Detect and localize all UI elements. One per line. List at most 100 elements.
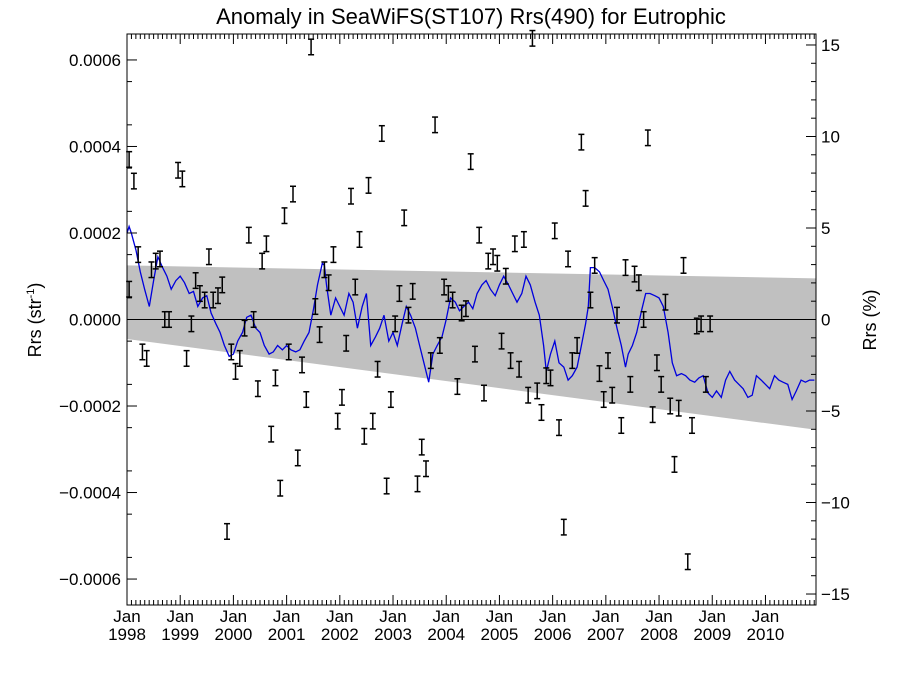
data-point — [166, 310, 173, 329]
data-point — [232, 362, 239, 380]
axes-layer: 0.0006 0.0004 0.0002 0.0000 −0.0002 −0.0004 −0… — [59, 34, 850, 644]
y-right-tick-label: 10 — [821, 127, 840, 146]
y-right-tick-label: 5 — [821, 219, 830, 238]
data-point — [210, 291, 217, 309]
y-left-tick-label: 0.0004 — [69, 137, 121, 156]
x-tick-month-label: Jan — [220, 607, 247, 626]
data-point — [294, 449, 301, 467]
data-point — [458, 304, 465, 322]
data-point — [245, 226, 252, 244]
y-axis-left-label-sup: -1 — [25, 289, 37, 299]
data-point — [214, 287, 221, 305]
data-point — [653, 354, 660, 372]
data-point — [365, 176, 372, 194]
data-point — [179, 170, 186, 188]
data-point — [338, 388, 345, 406]
y-right-tick-label: −5 — [821, 402, 840, 421]
data-point — [675, 399, 682, 417]
data-point — [494, 254, 501, 272]
data-point — [263, 235, 270, 253]
data-point — [383, 477, 390, 495]
data-point — [228, 343, 235, 361]
data-point — [325, 274, 332, 292]
data-point — [347, 187, 354, 205]
data-point — [409, 282, 416, 300]
trend-line — [126, 224, 815, 402]
data-point — [596, 365, 603, 383]
y-left-tick-label: 0.0006 — [69, 51, 121, 70]
data-point — [268, 425, 275, 443]
data-point — [414, 475, 421, 493]
data-point — [640, 310, 647, 329]
data-point — [423, 460, 430, 478]
data-point — [250, 310, 257, 329]
data-point — [467, 153, 474, 171]
data-point — [667, 397, 674, 415]
data-point — [299, 356, 306, 374]
data-point — [587, 291, 594, 309]
data-point — [352, 278, 359, 296]
y-right-tick-label: −10 — [821, 494, 850, 513]
data-point — [684, 553, 691, 571]
y-left-tick-label: −0.0002 — [59, 397, 121, 416]
data-point — [188, 315, 195, 333]
data-point — [427, 352, 434, 370]
x-tick-year-label: 2001 — [268, 625, 306, 644]
data-point — [418, 438, 425, 456]
data-point — [644, 129, 651, 147]
data-point — [604, 352, 611, 370]
data-point — [143, 349, 150, 367]
data-point — [139, 343, 146, 361]
data-point — [361, 427, 368, 445]
data-point — [693, 317, 700, 335]
data-point — [445, 285, 452, 303]
y-axis-left-label-main: Rrs (str — [25, 298, 45, 357]
data-point — [334, 412, 341, 430]
data-point — [689, 416, 696, 435]
x-tick-year-label: 2000 — [214, 625, 252, 644]
data-point — [631, 265, 638, 283]
x-tick-month-label: Jan — [592, 607, 619, 626]
data-point — [369, 412, 376, 430]
data-point — [614, 306, 621, 324]
data-point — [578, 133, 585, 151]
data-point — [627, 375, 634, 393]
data-point — [405, 306, 412, 324]
data-point — [374, 360, 381, 378]
data-point — [130, 172, 137, 190]
data-point — [308, 38, 315, 56]
data-point — [148, 261, 155, 279]
x-tick-year-label: 2005 — [481, 625, 519, 644]
x-tick-year-label: 1999 — [161, 625, 199, 644]
data-point — [436, 336, 443, 354]
data-point — [609, 386, 616, 404]
x-tick-month-label: Jan — [379, 607, 406, 626]
data-point — [156, 250, 163, 268]
x-tick-month-label: Jan — [699, 607, 726, 626]
data-point — [622, 259, 629, 277]
x-tick-year-label: 2009 — [693, 625, 731, 644]
trend-line-layer — [126, 224, 815, 402]
data-point — [525, 386, 532, 404]
data-point — [401, 209, 408, 227]
data-points-layer — [126, 29, 714, 571]
data-point — [511, 235, 518, 253]
x-tick-year-label: 2006 — [534, 625, 572, 644]
data-point — [378, 124, 385, 143]
data-point — [285, 343, 292, 361]
data-point — [316, 326, 323, 344]
data-point — [462, 300, 469, 318]
data-point — [152, 252, 159, 270]
data-point — [547, 369, 554, 387]
data-point — [272, 369, 279, 387]
data-point — [396, 285, 403, 303]
data-point — [175, 161, 182, 179]
data-point — [551, 222, 558, 240]
data-point — [534, 382, 541, 400]
data-point — [183, 349, 190, 367]
uncertainty-band-layer — [127, 265, 816, 430]
x-tick-month-label: Jan — [166, 607, 193, 626]
uncertainty-band — [127, 265, 816, 430]
data-point — [254, 380, 261, 398]
